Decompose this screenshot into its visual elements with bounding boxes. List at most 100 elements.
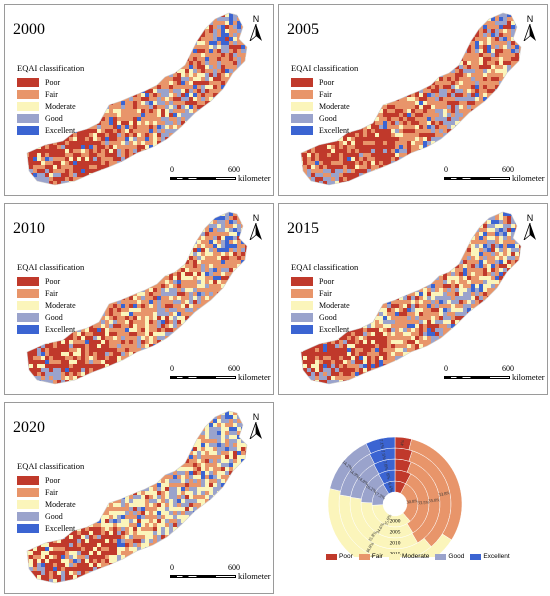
donut-data-label: 33.5% [417, 500, 429, 505]
north-label: N [252, 14, 260, 24]
scale-unit: kilometer [238, 173, 271, 183]
legend-item: Poor [17, 474, 84, 486]
legend-swatch [388, 553, 400, 560]
legend-swatch [17, 113, 39, 123]
legend-swatch [470, 553, 482, 560]
legend-item: Poor [291, 76, 358, 88]
donut-data-label: 38.8% [365, 541, 375, 554]
donut-data-label: 16.2% [365, 483, 378, 494]
map-year-title: 2005 [287, 21, 319, 38]
legend-swatch [17, 288, 39, 298]
scale-max: 600 [228, 165, 240, 174]
legend-item: Excellent [17, 124, 84, 136]
legend-label: Fair [319, 89, 332, 99]
donut-data-label: 44.7% [366, 554, 375, 557]
legend-swatch [17, 511, 39, 521]
legend-swatch [17, 499, 39, 509]
chart-legend-excellent: Excellent [470, 553, 510, 560]
eqai-nested-donut-chart: 30.8% 35.6% 17.3%8.6% 2000 33.5% 34.6% 16.2% 8%… [327, 436, 463, 557]
chart-legend-poor: Poor [326, 553, 353, 560]
scale-bar-graphic [170, 575, 236, 578]
legend-label: Good [319, 113, 337, 123]
legend-label: Poor [45, 276, 61, 286]
scale-bar: 0 600 kilometer [444, 364, 545, 386]
legend-swatch [17, 312, 39, 322]
donut-slice-2020-excellent [365, 436, 396, 454]
legend-swatch [291, 113, 313, 123]
legend-label: Good [45, 113, 63, 123]
map-legend: EQAI classification Poor Fair Moderate Good E… [17, 63, 84, 136]
legend-title: EQAI classification [291, 262, 359, 272]
legend-item: Good [291, 311, 358, 323]
map-legend: EQAI classification Poor Fair Moderate Good E… [291, 262, 358, 335]
legend-label: Poor [339, 553, 353, 560]
north-arrow-shape [249, 23, 262, 43]
scale-max: 600 [228, 364, 240, 373]
scale-bar-graphic [170, 177, 236, 180]
legend-label: Excellent [45, 324, 76, 334]
legend-title: EQAI classification [17, 461, 85, 471]
legend-label: Poor [45, 77, 61, 87]
legend-label: Fair [319, 288, 332, 298]
scale-unit: kilometer [238, 372, 271, 382]
map-panel-2015: 2015 N EQAI classification Poor Fair Moderate… [278, 203, 548, 395]
legend-item: Good [17, 510, 84, 522]
legend-label: Excellent [319, 125, 350, 135]
donut-data-label: 30.8% [406, 498, 419, 504]
donut-data-label: 35.8% [367, 530, 378, 543]
legend-label: Moderate [45, 101, 76, 111]
map-legend: EQAI classification Poor Fair Moderate Good E… [17, 262, 84, 335]
legend-label: Good [319, 312, 337, 322]
legend-label: Excellent [45, 523, 76, 533]
legend-title: EQAI classification [17, 63, 85, 73]
legend-label: Fair [45, 288, 58, 298]
legend-swatch [435, 553, 447, 560]
map-panel-2020: 2020 N EQAI classification Poor Fair Moderate… [4, 402, 274, 594]
legend-swatch [291, 288, 313, 298]
legend-item: Moderate [17, 299, 84, 311]
legend-item: Good [291, 112, 358, 124]
legend-label: Moderate [45, 499, 76, 509]
legend-swatch [291, 276, 313, 286]
eqai-map [26, 12, 248, 186]
legend-swatch [17, 89, 39, 99]
legend-swatch [17, 300, 39, 310]
scale-max: 600 [502, 165, 514, 174]
legend-swatch [17, 77, 39, 87]
scale-bar-graphic [444, 177, 510, 180]
scale-unit: kilometer [512, 173, 545, 183]
legend-label: Moderate [319, 300, 350, 310]
scale-zero: 0 [444, 165, 448, 174]
legend-swatch [291, 77, 313, 87]
legend-label: Fair [45, 487, 58, 497]
legend-label: Poor [45, 475, 61, 485]
map-year-title: 2015 [287, 220, 319, 237]
chart-legend-fair: Fair [358, 553, 383, 560]
legend-swatch [326, 553, 337, 560]
scale-bar-graphic [170, 376, 236, 379]
legend-title: EQAI classification [291, 63, 359, 73]
map-year-title: 2000 [13, 21, 45, 38]
legend-swatch [17, 101, 39, 111]
scale-max: 600 [502, 364, 514, 373]
scale-zero: 0 [170, 364, 174, 373]
legend-swatch [358, 553, 370, 560]
legend-swatch [291, 125, 313, 135]
donut-data-label: 4% [399, 439, 405, 446]
scale-bar-graphic [444, 376, 510, 379]
legend-item: Excellent [17, 522, 84, 534]
legend-item: Fair [17, 88, 84, 100]
legend-item: Fair [291, 287, 358, 299]
legend-swatch [291, 300, 313, 310]
legend-label: Moderate [401, 553, 430, 560]
scale-max: 600 [228, 563, 240, 572]
legend-label: Good [45, 312, 63, 322]
legend-label: Moderate [319, 101, 350, 111]
legend-item: Moderate [291, 100, 358, 112]
legend-title: EQAI classification [17, 262, 85, 272]
north-label: N [526, 14, 534, 24]
legend-item: Poor [291, 275, 358, 287]
chart-legend: Poor Fair Moderate Good Excellent [326, 553, 516, 560]
legend-label: Excellent [45, 125, 76, 135]
scale-zero: 0 [444, 364, 448, 373]
